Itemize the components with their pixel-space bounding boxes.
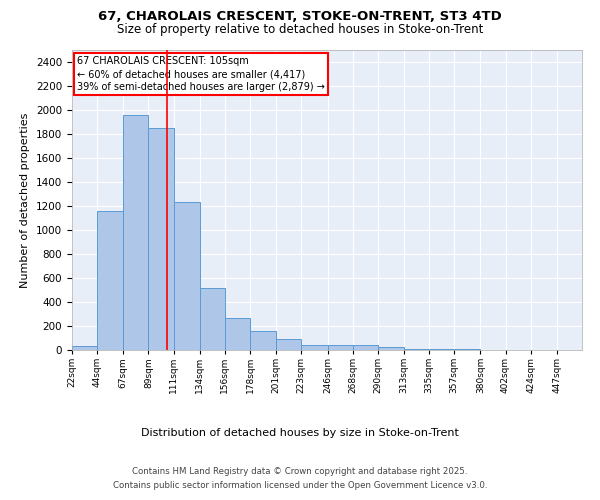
Bar bbox=[353, 346, 378, 350]
Bar bbox=[225, 318, 250, 350]
Text: 67 CHAROLAIS CRESCENT: 105sqm
← 60% of detached houses are smaller (4,417)
39% o: 67 CHAROLAIS CRESCENT: 105sqm ← 60% of d… bbox=[77, 56, 325, 92]
Bar bbox=[250, 332, 276, 350]
Y-axis label: Number of detached properties: Number of detached properties bbox=[20, 112, 31, 288]
Text: Size of property relative to detached houses in Stoke-on-Trent: Size of property relative to detached ho… bbox=[117, 22, 483, 36]
Bar bbox=[148, 128, 173, 350]
Bar bbox=[301, 344, 328, 350]
Bar bbox=[429, 349, 454, 350]
Bar bbox=[328, 345, 353, 350]
Bar bbox=[173, 202, 200, 350]
Bar bbox=[378, 348, 404, 350]
Text: 67, CHAROLAIS CRESCENT, STOKE-ON-TRENT, ST3 4TD: 67, CHAROLAIS CRESCENT, STOKE-ON-TRENT, … bbox=[98, 10, 502, 23]
Bar bbox=[72, 346, 97, 350]
Bar bbox=[276, 339, 301, 350]
Text: Contains HM Land Registry data © Crown copyright and database right 2025.: Contains HM Land Registry data © Crown c… bbox=[132, 468, 468, 476]
Bar bbox=[124, 115, 148, 350]
Bar bbox=[404, 348, 429, 350]
Text: Contains public sector information licensed under the Open Government Licence v3: Contains public sector information licen… bbox=[113, 481, 487, 490]
Bar bbox=[200, 288, 225, 350]
Text: Distribution of detached houses by size in Stoke-on-Trent: Distribution of detached houses by size … bbox=[141, 428, 459, 438]
Bar bbox=[97, 211, 124, 350]
